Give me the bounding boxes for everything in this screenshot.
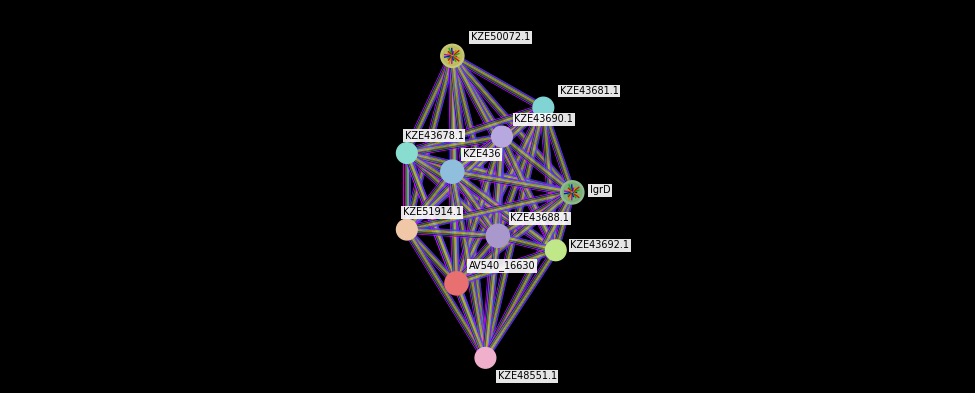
Text: KZE43681.1: KZE43681.1 [560,86,619,96]
Circle shape [491,126,512,147]
Circle shape [475,347,495,368]
Text: KZE43692.1: KZE43692.1 [570,240,629,250]
Circle shape [445,272,468,295]
Circle shape [441,44,464,68]
Circle shape [545,240,566,261]
Text: KZE436: KZE436 [463,149,500,159]
Circle shape [443,46,462,65]
Text: KZE51914.1: KZE51914.1 [403,207,462,217]
Circle shape [563,183,582,202]
Circle shape [441,160,464,183]
Circle shape [533,97,554,118]
Circle shape [397,219,417,240]
Circle shape [397,143,417,163]
Circle shape [561,181,584,204]
Text: KZE43690.1: KZE43690.1 [515,114,573,124]
Text: IgrD: IgrD [590,185,610,195]
Text: KZE43688.1: KZE43688.1 [510,213,569,224]
Text: KZE43678.1: KZE43678.1 [405,131,464,141]
Text: KZE48551.1: KZE48551.1 [498,371,557,382]
Text: AV540_16630: AV540_16630 [469,261,535,272]
Text: KZE50072.1: KZE50072.1 [471,32,530,42]
Circle shape [487,224,509,247]
